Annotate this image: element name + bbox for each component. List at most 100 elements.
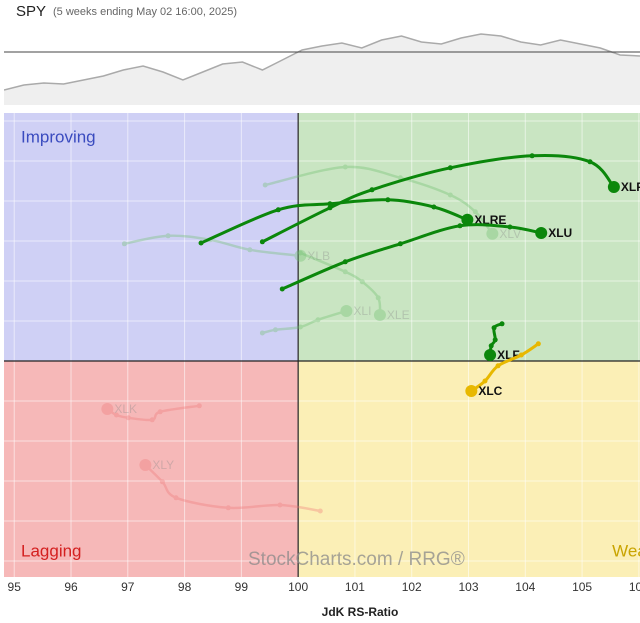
trail: XLK (101, 402, 202, 423)
trail-point (397, 241, 403, 247)
trail-point (342, 164, 348, 170)
trail-point (472, 209, 478, 215)
benchmark-panel (4, 20, 640, 105)
trail-point (488, 343, 494, 349)
x-tick-label: 98 (178, 580, 192, 594)
series-label: XLI (353, 304, 371, 318)
quadrant (298, 113, 640, 361)
benchmark-line (4, 33, 640, 91)
trail-point (165, 233, 171, 239)
trail: XLP (259, 153, 640, 245)
series-label: XLE (387, 308, 410, 322)
series-label: XLV (499, 227, 521, 241)
axes: 95 96 97 98 99 100 101 102 103 104 105 106 JdK RS-Ra… (8, 580, 640, 619)
x-tick-label: 106 (629, 580, 640, 594)
trail-point (259, 239, 265, 245)
series-label: XLP (621, 180, 640, 194)
x-tick-label: 96 (64, 580, 78, 594)
x-tick-label: 103 (458, 580, 478, 594)
trail-point (492, 337, 498, 343)
quadrant (4, 361, 299, 577)
x-tick-label: 102 (402, 580, 422, 594)
chart-subtitle: (5 weeks ending May 02 16:00, 2025) (53, 6, 237, 18)
trail-head (101, 403, 114, 415)
series-label: XLB (307, 249, 330, 263)
series-label: XLC (478, 384, 502, 398)
chart-title: SPY (16, 3, 46, 20)
plot-area: Improving Lagging Weakening StockCharts.com… (4, 113, 640, 577)
trail-point (159, 479, 165, 485)
trail-point (275, 207, 281, 213)
trail-line (263, 165, 494, 236)
trail-point (157, 409, 163, 415)
trail-head (461, 213, 474, 226)
x-tick-label: 101 (345, 580, 365, 594)
trail-point (173, 495, 179, 501)
trail: XLY (139, 458, 323, 514)
trail-head (535, 227, 548, 239)
x-tick-label: 105 (572, 580, 592, 594)
trail-point (587, 159, 593, 165)
trail-head (465, 385, 478, 397)
trail-head (486, 227, 499, 240)
trail-point (327, 201, 333, 207)
trail-point (198, 240, 204, 246)
trail-head (373, 309, 386, 321)
trail: XLC (465, 341, 541, 398)
x-tick-label: 95 (8, 580, 22, 594)
x-axis-label: JdK RS-Ratio (322, 605, 399, 619)
trail-point (431, 204, 437, 210)
trail-point (385, 197, 391, 203)
trail-point (121, 241, 127, 247)
trail-point (327, 205, 333, 211)
trail-point (499, 321, 505, 327)
trail-point (342, 269, 348, 275)
trail-line (280, 223, 543, 291)
x-tick-label: 97 (121, 580, 135, 594)
trail-point (447, 165, 453, 171)
trail-point (507, 224, 513, 230)
trail-point (279, 286, 285, 292)
trail-point (491, 325, 497, 331)
x-tick-label: 99 (235, 580, 249, 594)
trail-head (294, 249, 307, 262)
trail-point (342, 259, 348, 265)
trail-point (375, 295, 381, 301)
trail-point (196, 403, 202, 409)
trail-point (359, 279, 365, 285)
quadrant (4, 113, 299, 361)
trail-head (484, 349, 497, 361)
trail-point (457, 223, 463, 229)
trail-point (518, 352, 524, 358)
quadrant-label: Improving (21, 127, 96, 146)
trail-line (261, 309, 348, 335)
trail-point (297, 250, 303, 256)
series-label: XLK (114, 402, 137, 416)
trail-line (144, 463, 322, 513)
trail-head (139, 459, 152, 471)
watermark: StockCharts.com / RRG® (248, 549, 465, 570)
trail: XLRE (198, 197, 506, 246)
trail-head (340, 305, 353, 317)
quadrant-label: Lagging (21, 541, 82, 560)
trail-point (369, 187, 375, 193)
trail-point (447, 192, 453, 198)
trail-point (247, 247, 253, 253)
trail: XLV (262, 164, 521, 241)
series-label: XLU (548, 226, 572, 240)
trail-point (482, 378, 488, 384)
trail-point (125, 415, 131, 421)
trail-point (297, 324, 303, 330)
trail-point (149, 417, 155, 423)
x-tick-label: 104 (515, 580, 535, 594)
trail-point (535, 341, 541, 347)
trail-point (495, 363, 501, 369)
trail-point (225, 505, 231, 511)
trail-point (315, 317, 321, 323)
trail-point (277, 502, 283, 508)
series-label: XLY (152, 458, 174, 472)
trail-point (317, 508, 323, 514)
trail: XLU (279, 223, 572, 292)
trail-head (607, 181, 620, 193)
